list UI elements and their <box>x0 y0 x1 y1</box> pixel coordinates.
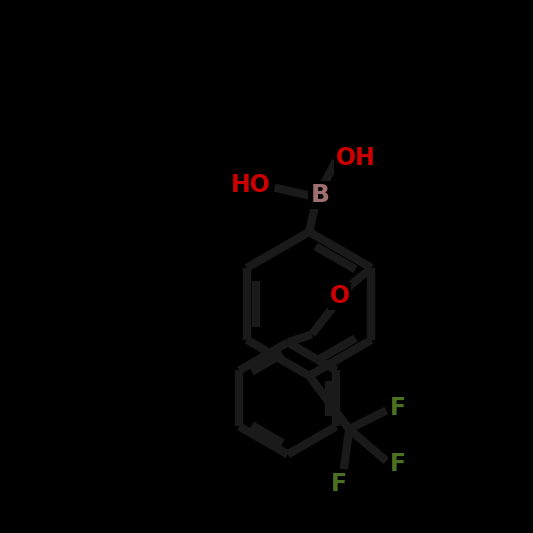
Text: F: F <box>390 451 406 476</box>
Text: B: B <box>310 182 329 207</box>
Text: F: F <box>330 472 346 496</box>
Text: HO: HO <box>231 173 271 197</box>
Text: OH: OH <box>336 146 376 171</box>
Text: O: O <box>329 284 350 308</box>
Text: F: F <box>390 395 406 420</box>
